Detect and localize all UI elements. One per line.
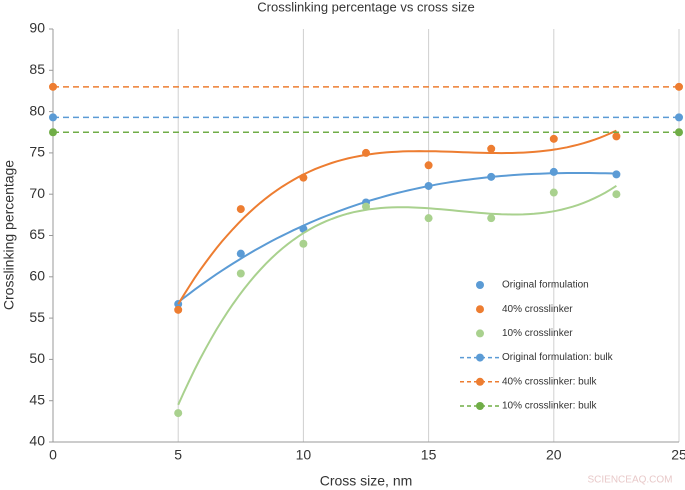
y-tick-label: 90 <box>29 20 45 36</box>
point <box>549 188 558 197</box>
y-tick-label: 70 <box>29 185 45 201</box>
legend-marker <box>476 281 484 289</box>
point <box>299 239 308 248</box>
point <box>549 167 558 176</box>
point <box>487 214 496 223</box>
x-axis-label: Cross size, nm <box>320 473 413 489</box>
legend-marker <box>476 377 484 386</box>
trendline <box>177 184 617 406</box>
legend-marker <box>476 305 484 314</box>
point <box>487 144 496 153</box>
x-tick-label: 20 <box>546 447 562 463</box>
point <box>612 170 621 179</box>
point <box>236 205 245 214</box>
point <box>49 113 57 122</box>
y-tick-label: 80 <box>29 102 45 118</box>
point <box>174 305 183 314</box>
x-tick-label: 10 <box>296 447 312 463</box>
legend-label: Original formulation: bulk <box>502 352 614 363</box>
legend-marker <box>476 353 484 362</box>
legend-label: Original formulation <box>502 280 589 291</box>
point <box>362 202 370 211</box>
x-tick-label: 0 <box>49 447 57 463</box>
y-tick-label: 45 <box>29 391 45 407</box>
point <box>236 249 245 258</box>
y-tick-label: 75 <box>29 144 45 160</box>
x-tick-label: 25 <box>671 447 685 463</box>
point <box>424 161 433 170</box>
watermark: SCIENCEAQ.COM <box>587 475 672 486</box>
x-tick-label: 5 <box>174 447 182 463</box>
trendline <box>177 172 617 303</box>
point <box>612 190 621 199</box>
point <box>675 113 683 122</box>
y-tick-label: 50 <box>29 350 45 366</box>
y-tick-label: 85 <box>29 61 45 77</box>
legend-label: 10% crosslinker <box>502 328 573 339</box>
point <box>675 82 683 91</box>
legend-label: 10% crosslinker: bulk <box>502 401 597 412</box>
y-axis-label: Crosslinking percentage <box>1 160 17 310</box>
point <box>612 132 621 141</box>
point <box>487 172 496 181</box>
legend-marker <box>476 329 484 338</box>
legend-marker <box>476 402 484 410</box>
point <box>174 409 183 418</box>
point <box>49 82 57 91</box>
trendline <box>177 129 617 305</box>
y-tick-label: 65 <box>29 226 45 242</box>
point <box>49 128 57 137</box>
legend-label: 40% crosslinker: bulk <box>502 376 597 387</box>
point <box>362 148 370 157</box>
y-tick-label: 40 <box>29 433 45 449</box>
point <box>236 269 245 278</box>
x-tick-label: 15 <box>421 447 437 463</box>
point <box>675 128 683 137</box>
point <box>549 134 558 143</box>
point <box>424 214 433 223</box>
point <box>299 173 308 182</box>
y-tick-label: 60 <box>29 268 45 284</box>
legend-label: 40% crosslinker <box>502 304 573 315</box>
point <box>424 181 433 190</box>
chart-title: Crosslinking percentage vs cross size <box>257 0 474 14</box>
y-tick-label: 55 <box>29 309 45 325</box>
